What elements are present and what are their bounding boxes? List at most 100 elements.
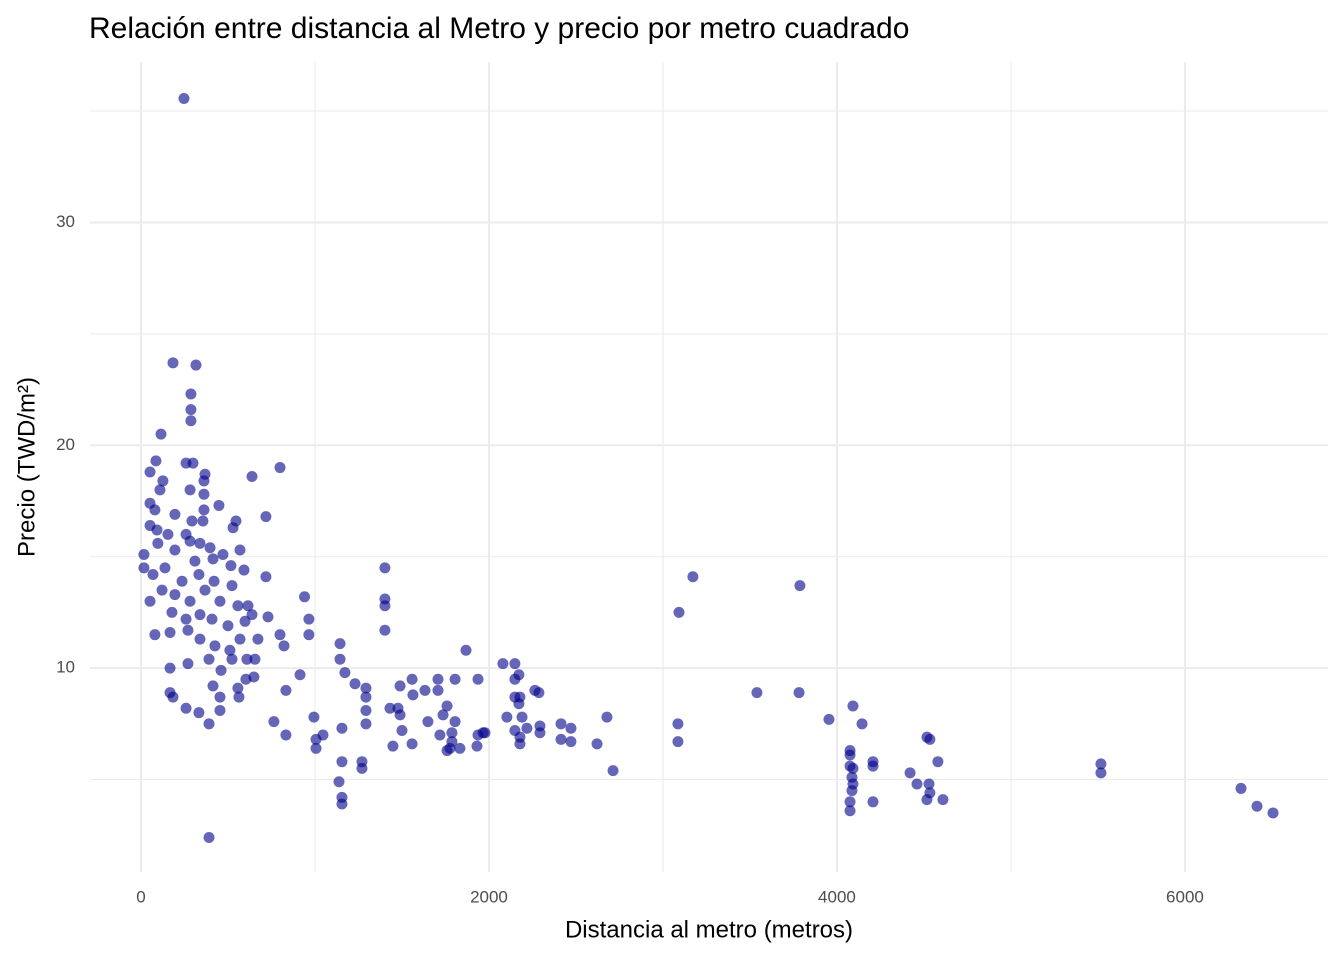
point	[422, 716, 434, 728]
point	[193, 707, 205, 719]
point	[844, 805, 856, 817]
point	[147, 569, 159, 581]
point	[238, 564, 250, 576]
point	[434, 729, 446, 741]
point	[672, 718, 684, 730]
point	[280, 729, 292, 741]
y-tick-label: 30	[56, 212, 75, 231]
point	[167, 691, 179, 703]
point	[151, 524, 163, 536]
point	[156, 584, 168, 596]
point	[454, 742, 466, 754]
point	[149, 629, 161, 641]
point	[823, 713, 835, 725]
x-tick-label: 6000	[1166, 887, 1204, 906]
point	[252, 633, 264, 645]
point	[149, 504, 161, 516]
point	[844, 749, 856, 761]
grid	[90, 62, 1328, 872]
point	[217, 548, 229, 560]
point	[242, 600, 254, 612]
y-tick-label: 20	[56, 435, 75, 454]
point	[225, 560, 237, 572]
point	[334, 638, 346, 650]
point	[911, 778, 923, 790]
point	[198, 488, 210, 500]
point	[182, 624, 194, 636]
point	[514, 738, 526, 750]
point	[226, 653, 238, 665]
point	[248, 671, 260, 683]
point	[233, 691, 245, 703]
point	[509, 658, 521, 670]
point	[356, 762, 368, 774]
x-tick-label: 4000	[818, 887, 856, 906]
point	[232, 600, 244, 612]
point	[157, 475, 169, 487]
point	[184, 595, 196, 607]
point	[673, 606, 685, 618]
point	[206, 613, 218, 625]
point	[215, 664, 227, 676]
point	[138, 548, 150, 560]
point	[336, 756, 348, 768]
point	[387, 740, 399, 752]
point	[437, 709, 449, 721]
point	[472, 673, 484, 685]
point	[921, 794, 933, 806]
point	[176, 575, 188, 587]
point	[294, 669, 306, 681]
point	[607, 765, 619, 777]
point	[280, 684, 292, 696]
point	[274, 629, 286, 641]
point	[186, 515, 198, 527]
point	[260, 571, 272, 583]
point	[924, 733, 936, 745]
point	[204, 542, 216, 554]
point	[846, 785, 858, 797]
point	[144, 466, 156, 478]
point	[533, 687, 545, 699]
point	[432, 673, 444, 685]
point	[246, 609, 258, 621]
point	[379, 562, 391, 574]
point	[226, 580, 238, 592]
point	[182, 658, 194, 670]
point	[856, 718, 868, 730]
point	[214, 691, 226, 703]
point	[601, 711, 613, 723]
point	[513, 698, 525, 710]
point	[687, 571, 699, 583]
point	[349, 678, 361, 690]
point	[360, 682, 372, 694]
point	[208, 575, 220, 587]
point	[278, 640, 290, 652]
point	[274, 462, 286, 474]
point	[565, 736, 577, 748]
point	[185, 388, 197, 400]
point	[214, 704, 226, 716]
point	[923, 778, 935, 790]
point	[446, 727, 458, 739]
point	[441, 745, 453, 757]
point	[184, 535, 196, 547]
x-tick-label: 2000	[470, 887, 508, 906]
point	[419, 684, 431, 696]
point	[164, 662, 176, 674]
point	[394, 680, 406, 692]
x-tick-label: 0	[136, 887, 145, 906]
point	[534, 727, 546, 739]
point	[227, 522, 239, 534]
point	[793, 687, 805, 699]
point	[262, 611, 274, 623]
point	[497, 658, 509, 670]
point	[260, 511, 272, 523]
point	[144, 595, 156, 607]
point	[197, 515, 209, 527]
point	[441, 700, 453, 712]
y-tick-label: 10	[56, 658, 75, 677]
point	[299, 591, 311, 603]
point	[379, 624, 391, 636]
point	[203, 718, 215, 730]
point	[222, 620, 234, 632]
